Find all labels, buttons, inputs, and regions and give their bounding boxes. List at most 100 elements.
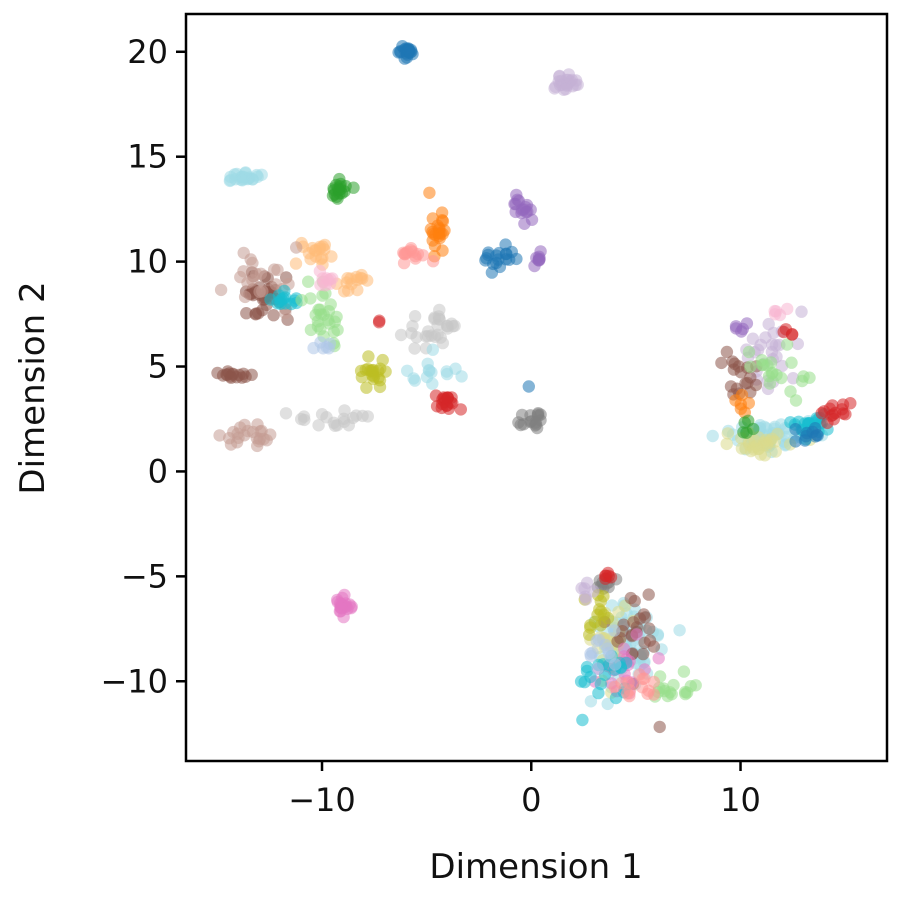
points-layer bbox=[211, 40, 857, 734]
scatter-point bbox=[532, 407, 545, 420]
y-tick-label: 0 bbox=[148, 452, 168, 490]
scatter-point bbox=[302, 275, 315, 288]
scatter-point bbox=[267, 309, 280, 322]
scatter-point bbox=[237, 367, 250, 380]
scatter-point bbox=[720, 437, 733, 451]
scatter-point bbox=[608, 624, 621, 637]
scatter-point bbox=[744, 360, 757, 373]
scatter-point bbox=[623, 689, 636, 703]
scatter-point bbox=[791, 337, 804, 351]
scatter-point bbox=[246, 274, 259, 287]
scatter-point bbox=[652, 652, 665, 665]
scatter-point bbox=[344, 601, 358, 615]
scatter-point bbox=[290, 241, 303, 254]
scatter-point bbox=[514, 418, 527, 432]
scatter-point bbox=[289, 257, 303, 270]
scatter-point bbox=[680, 686, 694, 699]
scatter-point bbox=[420, 370, 434, 384]
scatter-point bbox=[576, 713, 589, 727]
scatter-point bbox=[335, 602, 348, 615]
scatter-point bbox=[426, 343, 439, 356]
scatter-point bbox=[360, 381, 373, 394]
scatter-point bbox=[426, 255, 440, 268]
scatter-point bbox=[530, 251, 543, 265]
scatter-point bbox=[356, 409, 369, 423]
scatter-point bbox=[238, 290, 252, 304]
scatter-point bbox=[330, 310, 343, 324]
scatter-point bbox=[758, 449, 772, 462]
scatter-point bbox=[636, 681, 649, 694]
scatter-point bbox=[399, 42, 413, 55]
scatter-point bbox=[485, 266, 499, 279]
scatter-point bbox=[769, 445, 782, 458]
axes-frame bbox=[184, 12, 889, 763]
scatter-point bbox=[580, 660, 594, 674]
scatter-point bbox=[789, 423, 802, 436]
x-tick-label: −10 bbox=[288, 781, 356, 819]
scatter-point bbox=[410, 331, 423, 344]
scatter-point bbox=[591, 608, 604, 622]
y-tick-label: 5 bbox=[148, 348, 168, 386]
scatter-point bbox=[237, 170, 250, 184]
scatter-point bbox=[490, 249, 503, 262]
y-axis-label: Dimension 2 bbox=[13, 281, 53, 494]
scatter-point bbox=[213, 429, 226, 442]
scatter-point bbox=[785, 356, 798, 369]
scatter-point bbox=[574, 675, 588, 688]
scatter-point bbox=[836, 398, 850, 411]
scatter-point bbox=[268, 263, 281, 276]
scatter-point bbox=[224, 170, 237, 184]
scatter-point bbox=[789, 435, 802, 448]
y-tick-label: 15 bbox=[127, 138, 168, 176]
scatter-point bbox=[786, 328, 799, 341]
scatter-point bbox=[454, 403, 467, 416]
scatter-point bbox=[251, 170, 264, 183]
scatter-point bbox=[529, 419, 542, 432]
scatter-point bbox=[440, 365, 453, 378]
scatter-point bbox=[548, 82, 561, 95]
scatter-point bbox=[720, 345, 734, 359]
scatter-point bbox=[781, 302, 794, 316]
scatter-point bbox=[636, 647, 650, 661]
scatter-point bbox=[366, 369, 379, 382]
scatter-point bbox=[214, 283, 228, 297]
scatter-point bbox=[643, 634, 657, 647]
scatter-point bbox=[315, 408, 329, 421]
scatter-point bbox=[642, 588, 655, 601]
scatter-point bbox=[279, 306, 292, 320]
scatter-point bbox=[667, 678, 680, 692]
scatter-point bbox=[559, 82, 572, 96]
scatter-point bbox=[553, 69, 566, 83]
scatter-point bbox=[279, 407, 293, 420]
scatter-point bbox=[706, 429, 719, 443]
scatter-point bbox=[827, 413, 840, 426]
scatter-point bbox=[334, 180, 347, 193]
scatter-point bbox=[340, 276, 353, 289]
scatter-point bbox=[604, 571, 618, 584]
scatter-point bbox=[441, 319, 454, 332]
scatter-point bbox=[769, 339, 782, 352]
scatter-point bbox=[765, 367, 778, 380]
scatter-point bbox=[810, 428, 823, 442]
scatter-point bbox=[780, 338, 794, 351]
scatter-point bbox=[249, 308, 262, 321]
scatter-point bbox=[643, 622, 656, 635]
scatter-point bbox=[615, 676, 628, 690]
scatter-point bbox=[823, 402, 836, 415]
scatter-point bbox=[789, 394, 803, 407]
scatter-point bbox=[304, 292, 317, 305]
scatter-point bbox=[240, 307, 253, 320]
scatter-point bbox=[647, 688, 660, 701]
scatter-point bbox=[376, 353, 389, 367]
scatter-point bbox=[715, 356, 728, 370]
scatter-point bbox=[397, 256, 411, 270]
scatter-point bbox=[744, 371, 757, 384]
y-tick-label: 20 bbox=[127, 33, 168, 71]
scatter-point bbox=[312, 419, 325, 432]
scatter-point bbox=[735, 388, 749, 402]
y-tick-label: 10 bbox=[127, 243, 168, 281]
scatter-point bbox=[499, 238, 512, 251]
scatter-point bbox=[580, 576, 594, 589]
